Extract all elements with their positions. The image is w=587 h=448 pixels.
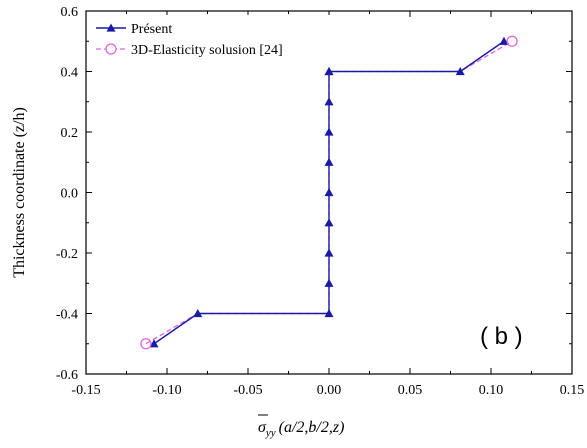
x-tick-label: -0.10 bbox=[152, 383, 181, 398]
series-point-present bbox=[499, 36, 509, 45]
panel-annotation: ( b ) bbox=[480, 323, 523, 350]
x-axis-symbol: σ bbox=[258, 419, 267, 436]
y-tick-label: 0.2 bbox=[61, 126, 79, 141]
series-point-present bbox=[455, 67, 465, 76]
series-point-present bbox=[324, 278, 334, 287]
legend-marker-present bbox=[106, 23, 116, 32]
series-point-present bbox=[324, 218, 334, 227]
series-layer bbox=[140, 35, 518, 350]
y-tick-label: 0.4 bbox=[61, 66, 79, 81]
x-axis-argument: (a/2,b/2,z) bbox=[279, 419, 345, 436]
y-tick-label: -0.2 bbox=[56, 247, 78, 262]
y-tick-label: 0.0 bbox=[61, 187, 79, 202]
series-point-present bbox=[324, 157, 334, 166]
x-tick-label: -0.05 bbox=[233, 383, 262, 398]
series-point-present bbox=[193, 309, 203, 318]
series-point-present bbox=[324, 67, 334, 76]
plot-frame bbox=[85, 10, 573, 375]
x-tick-label: 0.10 bbox=[479, 383, 504, 398]
x-tick-label: 0.15 bbox=[560, 383, 585, 398]
y-tick-label: 0.6 bbox=[61, 5, 79, 20]
series-point-elasticity bbox=[140, 338, 152, 350]
series-point-present bbox=[324, 309, 334, 318]
series-point-present bbox=[324, 127, 334, 136]
legend-box bbox=[92, 15, 337, 59]
legend-marker-elasticity bbox=[105, 43, 117, 55]
legend: Présent 3D-Elasticity solusion [24] bbox=[92, 15, 337, 59]
x-axis-subscript: yy bbox=[265, 427, 276, 439]
x-axis-title: σyy (a/2,b/2,z) bbox=[258, 414, 344, 439]
series-point-present bbox=[149, 339, 159, 348]
y-tick-label: -0.4 bbox=[56, 308, 78, 323]
series-point-present bbox=[324, 97, 334, 106]
y-axis-title: Thickness coordinate (z/h) bbox=[11, 107, 28, 278]
x-tick-label: -0.15 bbox=[71, 383, 100, 398]
x-axis-title-text: σyy (a/2,b/2,z) bbox=[258, 419, 344, 439]
tick-layer: -0.15 -0.10 -0.05 0.00 0.05 0.10 0.15 -0.6 -0.4 -… bbox=[56, 5, 584, 398]
legend-label-elasticity: 3D-Elasticity solusion [24] bbox=[131, 43, 283, 58]
y-tick-label: -0.6 bbox=[56, 368, 78, 383]
series-point-present bbox=[324, 188, 334, 197]
series-point-present bbox=[324, 248, 334, 257]
x-tick-label: 0.00 bbox=[317, 383, 342, 398]
series-point-elasticity bbox=[506, 35, 518, 47]
legend-label-present: Présent bbox=[131, 22, 172, 37]
x-tick-label: 0.05 bbox=[398, 383, 423, 398]
